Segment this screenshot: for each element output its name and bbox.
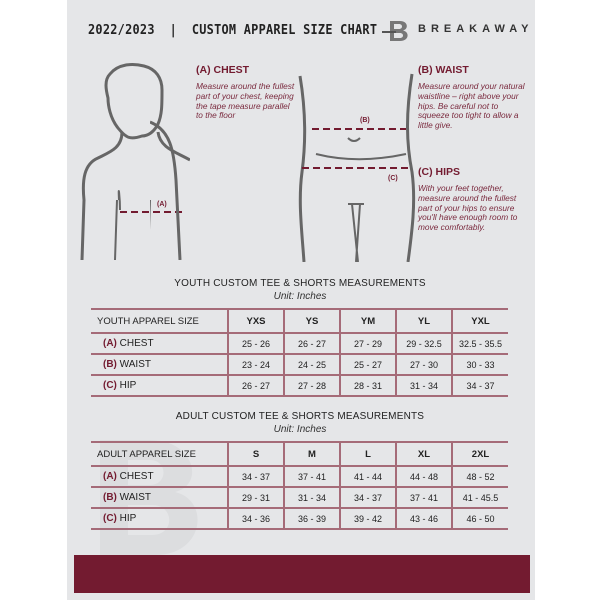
row-label: (C) HIP [91,375,228,397]
size-column-header: XL [395,442,452,467]
row-label: (B) WAIST [91,487,228,509]
table-row: (B) WAIST 29 - 31 31 - 34 34 - 37 37 - 41 41 … [91,487,508,509]
adult-table-unit: Unit: Inches [273,424,327,435]
adult-table-title: ADULT CUSTOM TEE & SHORTS MEASUREMENTS [175,411,425,422]
row-name: CHEST [119,471,154,482]
size-header: ADULT APPAREL SIZE [91,442,228,467]
footer-band [74,555,530,593]
table-row: (B) WAIST 23 - 24 24 - 25 25 - 27 27 - 30 30 … [91,354,508,376]
row-name: CHEST [119,338,154,349]
table-cell: 36 - 39 [283,508,340,530]
row-name: HIP [119,380,137,391]
table-cell: 27 - 29 [339,333,396,355]
table-cell: 34 - 37 [339,487,396,509]
table-cell: 24 - 25 [283,354,340,376]
table-cell: 28 - 31 [339,375,396,397]
row-name: WAIST [119,492,151,503]
table-cell: 27 - 30 [395,354,452,376]
row-code: (B) [103,492,117,503]
table-cell: 48 - 52 [451,466,508,488]
table-cell: 34 - 37 [451,375,508,397]
row-label: (B) WAIST [91,354,228,376]
size-column-header: M [283,442,340,467]
table-cell: 25 - 26 [227,333,284,355]
table-cell: 29 - 32.5 [395,333,452,355]
row-label: (C) HIP [91,508,228,530]
table-cell: 32.5 - 35.5 [451,333,508,355]
row-code: (B) [103,359,117,370]
table-cell: 31 - 34 [395,375,452,397]
table-cell: 31 - 34 [283,487,340,509]
row-name: HIP [119,513,137,524]
page-title: 2022/2023 | CUSTOM APPAREL SIZE CHART [88,22,378,38]
lower-body-figure-icon: (B) (C) [298,73,416,262]
table-cell: 44 - 48 [395,466,452,488]
upper-body-figure-icon: (A) [80,63,190,260]
table-cell: 41 - 45.5 [451,487,508,509]
size-column-header: YM [339,309,396,334]
chest-instructions: (A) CHEST Measure around the fullest par… [196,64,296,121]
table-cell: 34 - 37 [227,466,284,488]
waist-marker: (B) [360,117,370,124]
size-column-header: 2XL [451,442,508,467]
youth-table-unit: Unit: Inches [273,291,327,302]
hips-text: With your feet together, measure around … [418,183,518,233]
table-cell: 26 - 27 [227,375,284,397]
chest-text: Measure around the fullest part of your … [196,81,295,121]
size-header: YOUTH APPAREL SIZE [91,309,228,334]
hips-instructions: (C) HIPS With your feet together, measur… [418,166,530,233]
table-cell: 25 - 27 [339,354,396,376]
row-code: (A) [103,338,117,349]
size-column-header: L [339,442,396,467]
hips-heading: (C) HIPS [418,166,460,178]
table-cell: 26 - 27 [283,333,340,355]
table-cell: 46 - 50 [451,508,508,530]
table-cell: 39 - 42 [339,508,396,530]
youth-table-title: YOUTH CUSTOM TEE & SHORTS MEASUREMENTS [174,278,426,289]
table-row: (A) CHEST 25 - 26 26 - 27 27 - 29 29 - 32.5 3… [91,333,508,355]
row-code: (C) [103,513,117,524]
size-column-header: YXS [227,309,284,334]
size-column-header: YS [283,309,340,334]
size-column-header: S [227,442,284,467]
hips-marker: (C) [388,175,398,182]
table-cell: 43 - 46 [395,508,452,530]
brand-name: BREAKAWAY [418,23,534,35]
table-cell: 27 - 28 [283,375,340,397]
table-cell: 29 - 31 [227,487,284,509]
waist-instructions: (B) WAIST Measure around your natural wa… [418,64,530,131]
row-code: (A) [103,471,117,482]
row-code: (C) [103,380,117,391]
table-cell: 41 - 44 [339,466,396,488]
table-cell: 30 - 33 [451,354,508,376]
table-cell: 34 - 36 [227,508,284,530]
table-row: (A) CHEST 34 - 37 37 - 41 41 - 44 44 - 48 48 … [91,466,508,488]
table-cell: 37 - 41 [283,466,340,488]
size-column-header: YL [395,309,452,334]
table-cell: 37 - 41 [395,487,452,509]
table-row: (C) HIP 34 - 36 36 - 39 39 - 42 43 - 46 46 - … [91,508,508,530]
table-header-row: ADULT APPAREL SIZE S M L XL 2XL [91,442,508,467]
chest-heading: (A) CHEST [196,64,250,76]
youth-size-table: YOUTH APPAREL SIZE YXS YS YM YL YXL (A) CHEST 2… [91,308,508,397]
row-name: WAIST [119,359,151,370]
table-cell: 23 - 24 [227,354,284,376]
upper-body-arm-icon [150,120,182,260]
row-label: (A) CHEST [91,466,228,488]
table-row: (C) HIP 26 - 27 27 - 28 28 - 31 31 - 34 34 - … [91,375,508,397]
table-header-row: YOUTH APPAREL SIZE YXS YS YM YL YXL [91,309,508,334]
waist-heading: (B) WAIST [418,64,469,76]
size-column-header: YXL [451,309,508,334]
row-label: (A) CHEST [91,333,228,355]
chest-marker: (A) [157,201,167,208]
breakaway-logo-icon [382,21,408,41]
waist-text: Measure around your natural waistline – … [418,81,525,131]
adult-size-table: ADULT APPAREL SIZE S M L XL 2XL (A) CHEST 34 - … [91,441,508,530]
